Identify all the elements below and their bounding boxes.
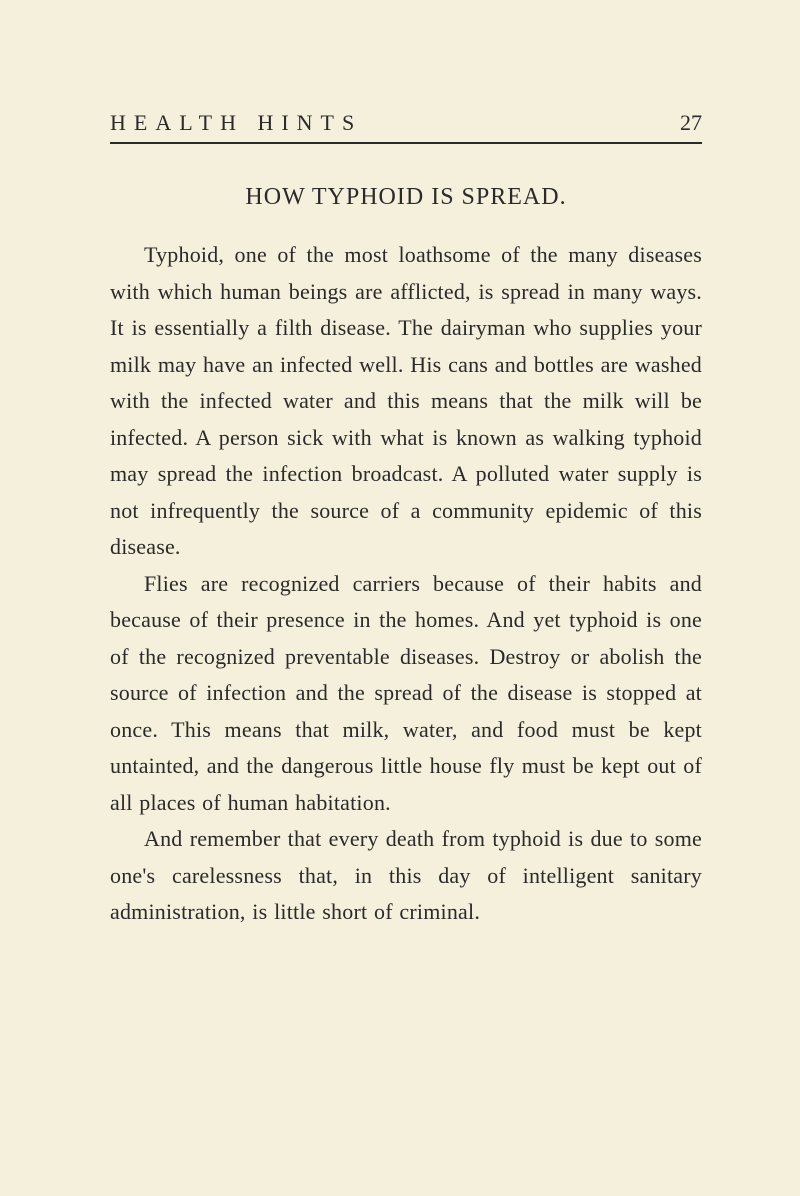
running-head: HEALTH HINTS [110,110,362,136]
page-number: 27 [680,110,702,136]
page-header: HEALTH HINTS 27 [110,110,702,144]
article-title: HOW TYPHOID IS SPREAD. [110,184,702,211]
body-paragraph: Flies are recognized carriers because of… [110,566,702,822]
body-paragraph: And remember that every death from typho… [110,821,702,931]
body-paragraph: Typhoid, one of the most loathsome of th… [110,237,702,566]
